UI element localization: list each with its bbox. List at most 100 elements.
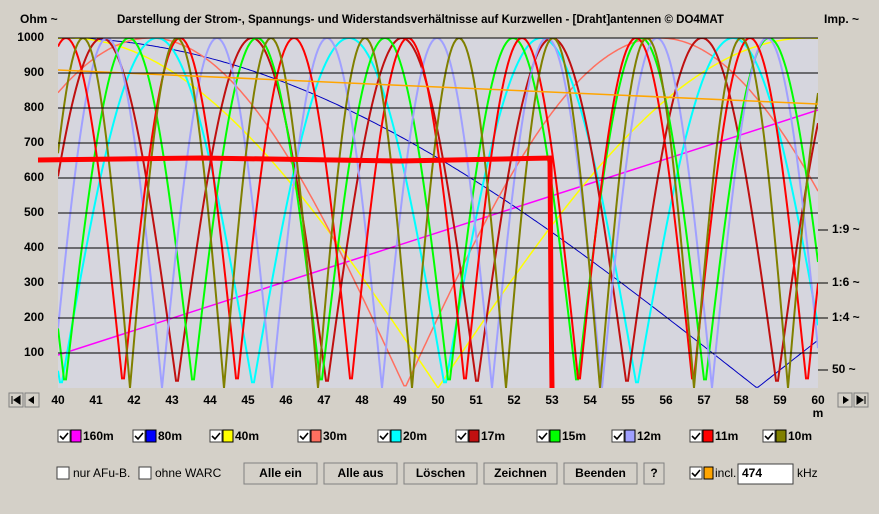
title: Darstellung der Strom-, Spannungs- und W…: [117, 14, 724, 26]
check-mark: [59, 432, 69, 441]
check-mark: [457, 432, 467, 441]
checkbox[interactable]: [209, 429, 223, 443]
x-tick-label: 60: [811, 393, 825, 407]
right-label: 1:9 ~: [832, 222, 860, 236]
incl-label: incl.: [715, 466, 736, 480]
checkbox-box: [56, 466, 70, 480]
x-tick-label: 52: [507, 393, 521, 407]
x-tick-label: 56: [659, 393, 673, 407]
button-label: Löschen: [416, 466, 465, 480]
checkbox[interactable]: [762, 429, 776, 443]
check-mark: [613, 432, 623, 441]
x-tick-label: 45: [241, 393, 255, 407]
checkbox-box: [762, 429, 776, 443]
legend-swatch: [145, 429, 157, 443]
button[interactable]: Alle ein: [243, 462, 318, 485]
x-tick-label: 49: [393, 393, 407, 407]
scroll-left-step[interactable]: [24, 392, 40, 408]
right-label: 1:6 ~: [832, 275, 860, 289]
checkbox[interactable]: [689, 429, 703, 443]
checkbox-box: [57, 429, 71, 443]
x-tick-label: 47: [317, 393, 331, 407]
legend-label: 80m: [158, 429, 182, 443]
x-tick-label: 43: [165, 393, 179, 407]
checkbox[interactable]: [377, 429, 391, 443]
legend-swatch: [549, 429, 561, 443]
checkbox[interactable]: [611, 429, 625, 443]
legend-label: 11m: [715, 429, 738, 443]
legend-swatch: [702, 429, 714, 443]
x-tick-label: 57: [697, 393, 711, 407]
checkbox[interactable]: [536, 429, 550, 443]
button[interactable]: Zeichnen: [483, 462, 558, 485]
checkbox-box: [138, 466, 152, 480]
legend-swatch: [624, 429, 636, 443]
khz-input[interactable]: 474: [737, 463, 794, 485]
check-mark: [691, 469, 701, 478]
y-tick-label: 1000: [17, 30, 44, 44]
x-tick-label: 46: [279, 393, 293, 407]
khz-label: kHz: [797, 466, 818, 480]
y-tick-label: 500: [24, 205, 44, 219]
checkbox[interactable]: [689, 466, 703, 480]
checkbox-box: [455, 429, 469, 443]
user-drawing: [37, 155, 555, 389]
checkbox[interactable]: [455, 429, 469, 443]
incl-swatch: [703, 466, 714, 480]
x-tick-label: 42: [127, 393, 141, 407]
legend-label: 17m: [481, 429, 505, 443]
button-face: [563, 462, 638, 485]
button-face: [483, 462, 558, 485]
checkbox[interactable]: [57, 429, 71, 443]
legend-label: 12m: [637, 429, 661, 443]
legend-label: 40m: [235, 429, 259, 443]
button[interactable]: ?: [643, 462, 665, 485]
input-value: 474: [742, 466, 762, 480]
legend-label: 10m: [788, 429, 812, 443]
legend-label: 30m: [323, 429, 347, 443]
checkbox[interactable]: [56, 466, 70, 480]
curve: [58, 69, 818, 105]
checkbox-box: [689, 466, 703, 480]
legend-swatch: [468, 429, 480, 443]
curve: [58, 38, 818, 381]
scroll-right[interactable]: [853, 392, 869, 408]
scroll-left[interactable]: [8, 392, 24, 408]
x-unit: m: [813, 406, 824, 420]
curve: [58, 38, 818, 387]
checkbox-box: [611, 429, 625, 443]
check-mark: [691, 432, 701, 441]
checkbox[interactable]: [138, 466, 152, 480]
y-tick-label: 600: [24, 170, 44, 184]
y-tick-label: 900: [24, 65, 44, 79]
button[interactable]: Alle aus: [323, 462, 398, 485]
check-mark: [538, 432, 548, 441]
button[interactable]: Löschen: [403, 462, 478, 485]
x-tick-label: 54: [583, 393, 597, 407]
x-tick-label: 51: [469, 393, 483, 407]
x-tick-label: 53: [545, 393, 559, 407]
curve: [58, 38, 818, 380]
x-tick-label: 40: [51, 393, 65, 407]
legend-label: 20m: [403, 429, 427, 443]
checkbox-box: [209, 429, 223, 443]
checkbox-box: [377, 429, 391, 443]
button[interactable]: Beenden: [563, 462, 638, 485]
button-face: [323, 462, 398, 485]
y-tick-label: 800: [24, 100, 44, 114]
scroll-right-step[interactable]: [837, 392, 853, 408]
button-label: Alle ein: [259, 466, 302, 480]
x-tick-label: 48: [355, 393, 369, 407]
option-label: ohne WARC: [155, 466, 222, 480]
button-label: Alle aus: [337, 466, 383, 480]
checkbox[interactable]: [297, 429, 311, 443]
legend-label: 160m: [83, 429, 114, 443]
curve: [58, 38, 818, 388]
checkbox[interactable]: [132, 429, 146, 443]
button-face: [643, 462, 665, 485]
ohm-label: Ohm ~: [20, 12, 58, 26]
x-tick-label: 55: [621, 393, 635, 407]
checkbox-box: [132, 429, 146, 443]
input-box: [737, 463, 794, 485]
